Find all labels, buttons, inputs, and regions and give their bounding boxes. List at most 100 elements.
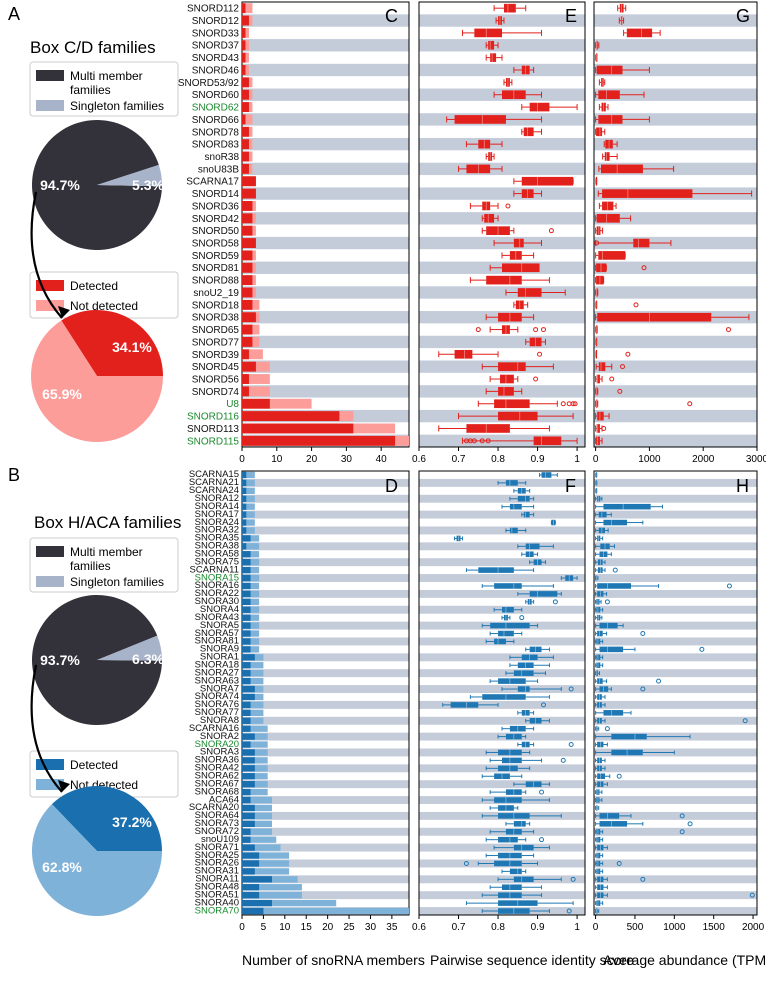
- cd-abundance-box: [596, 424, 600, 433]
- cd-bar-total: [242, 349, 263, 360]
- haca-family-label: SNORA58: [195, 548, 239, 559]
- haca-stripe: [419, 574, 585, 582]
- cd-identity-outlier: [560, 401, 566, 407]
- cd-family-label: SNORD38: [192, 313, 240, 324]
- haca-abundance-box: [596, 638, 601, 645]
- haca-bar-detected: [242, 876, 272, 883]
- haca-abundance-tick-label: 1000: [663, 922, 686, 933]
- haca-members-tick-label: 25: [343, 922, 355, 933]
- haca-family-label: SNORA8: [200, 715, 239, 726]
- cd-family-pie-slice-0: [32, 119, 162, 250]
- cd-bar-detected: [242, 139, 249, 150]
- cd-identity-box: [502, 263, 540, 273]
- haca-bar-detected: [242, 670, 251, 677]
- cd-family-legend-swatch-1: [36, 100, 64, 111]
- haca-identity-outlier: [568, 742, 574, 748]
- cd-bar-detected: [242, 299, 253, 310]
- cd-abundance-tick-label: 1000: [638, 454, 661, 465]
- haca-family-label: SNORA18: [195, 659, 239, 670]
- cd-family-label: SNORD50: [192, 226, 240, 237]
- haca-identity-box: [517, 495, 530, 502]
- cd-bar-detected: [242, 225, 253, 236]
- cd-bar-total: [242, 114, 253, 125]
- haca-family-label: SCARNA11: [190, 564, 239, 575]
- cd-abundance-box: [604, 152, 610, 161]
- haca-stripe: [242, 780, 409, 789]
- cd-family-label: SNORD46: [192, 65, 240, 76]
- haca-abundance-box: [599, 821, 628, 827]
- haca-stripe: [242, 764, 409, 773]
- haca-bar-detected: [242, 551, 251, 558]
- cd-detect-legend-label-1: Not detected: [70, 299, 138, 313]
- haca-detect-pie-slice-0: [51, 785, 163, 851]
- haca-stripe: [594, 574, 757, 582]
- cd-bar-total: [242, 3, 253, 14]
- cd-identity-box: [486, 275, 522, 285]
- haca-abundance-box: [597, 583, 632, 589]
- panel-letter-f: F: [565, 476, 576, 496]
- haca-family-label: SCARNA15: [189, 469, 239, 480]
- haca-stripe: [594, 843, 757, 852]
- haca-family-label: SNORA35: [195, 533, 239, 544]
- haca-bar-detected: [242, 804, 255, 812]
- cd-identity-box: [498, 387, 514, 396]
- haca-family-label: SNORA68: [195, 786, 239, 797]
- haca-stripe: [242, 875, 409, 884]
- haca-abundance-box: [596, 662, 601, 669]
- cd-members-tick-label: 20: [306, 454, 318, 465]
- haca-stripe: [594, 542, 757, 551]
- cd-family-label: SNORD56: [192, 374, 240, 385]
- haca-bar-detected: [242, 543, 247, 550]
- haca-bar-detected: [242, 820, 255, 827]
- haca-stripe: [242, 827, 409, 836]
- haca-bar-detected: [242, 741, 251, 748]
- cd-abundance-box: [598, 362, 606, 371]
- cd-identity-tick-label: 0.6: [412, 454, 426, 465]
- cd-identity-outlier: [471, 438, 477, 444]
- haca-stripe: [594, 510, 757, 519]
- haca-family-label: SNORA36: [195, 755, 239, 766]
- haca-abundance-tick-label: 1500: [703, 922, 726, 933]
- haca-family-label: SNORA38: [195, 541, 239, 552]
- cd-stripe: [242, 286, 409, 299]
- haca-abundance-box: [596, 860, 601, 867]
- cd-identity-outlier: [572, 401, 578, 407]
- haca-bar-detected: [242, 535, 251, 542]
- cd-family-label: SNORD59: [192, 251, 240, 262]
- haca-bar-detected: [242, 773, 255, 780]
- pie-title-cd: Box C/D families: [30, 38, 156, 57]
- cd-arrow-head: [58, 306, 70, 318]
- haca-family-legend-swatch-0: [36, 546, 64, 557]
- haca-bar-detected: [242, 654, 255, 661]
- haca-identity-box: [498, 836, 518, 843]
- haca-stripe: [242, 526, 409, 535]
- haca-family-label: SNORA31: [195, 866, 239, 877]
- cd-stripe: [594, 137, 757, 151]
- haca-abundance-box: [599, 646, 624, 653]
- cd-bar-detected: [242, 423, 354, 434]
- cd-abundance-box: [596, 213, 620, 223]
- cd-family-label: SNORD33: [192, 28, 240, 39]
- cd-bar-detected: [242, 324, 253, 335]
- cd-abundance-outlier: [625, 351, 631, 357]
- cd-stripe: [242, 236, 409, 250]
- haca-stripe: [594, 494, 757, 503]
- haca-stripe: [242, 748, 409, 757]
- cd-identity-box: [484, 213, 495, 223]
- haca-bar-detected: [242, 765, 255, 772]
- haca-abundance-box: [597, 630, 603, 637]
- haca-stripe: [242, 700, 409, 709]
- haca-abundance-outlier: [679, 829, 685, 835]
- cd-bar-detected: [242, 238, 256, 248]
- cd-identity-box: [474, 28, 502, 38]
- haca-stripe: [594, 605, 757, 614]
- haca-abundance-box: [597, 773, 606, 780]
- haca-bar-detected: [242, 828, 251, 835]
- haca-stripe: [594, 827, 757, 836]
- cd-bar-detected: [242, 386, 249, 397]
- haca-identity-box: [450, 702, 479, 708]
- haca-bar-detected: [242, 630, 251, 637]
- haca-identity-box: [482, 694, 526, 700]
- haca-stripe: [242, 685, 409, 693]
- cd-bar-detected: [242, 65, 246, 75]
